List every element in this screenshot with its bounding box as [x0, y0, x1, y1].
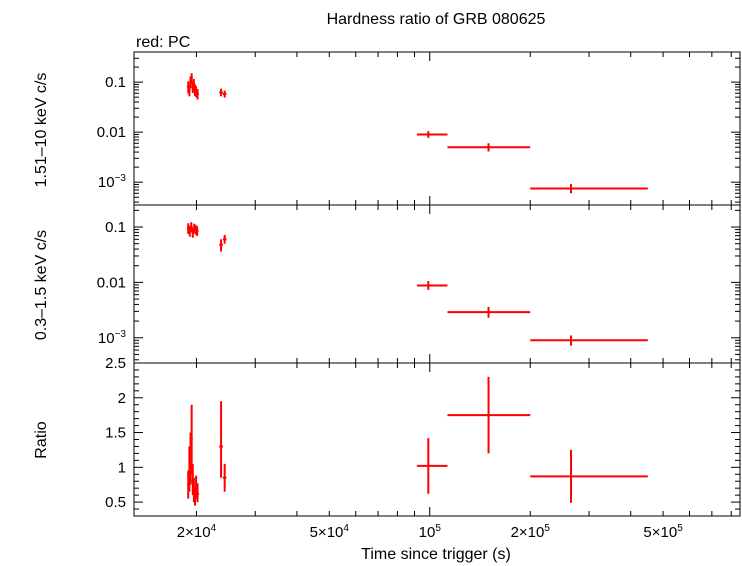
x-axis-label: Time since trigger (s) — [361, 546, 511, 563]
data-point — [222, 463, 227, 492]
x-tick-labels: 2×104 5×104 105 2×105 5×105 — [177, 523, 683, 541]
data-point — [219, 401, 223, 478]
data-point — [190, 404, 193, 475]
y-tick-label: 10−3 — [98, 173, 127, 191]
data-point — [219, 88, 223, 97]
data-point — [222, 90, 227, 98]
panel-frame — [133, 362, 741, 517]
y-tick-label: 0.01 — [97, 124, 126, 141]
panel-frame — [133, 204, 741, 364]
panel-hardness-ratio: 0.5 1 1.5 2 2.5 Ratio — [33, 355, 741, 517]
data-point — [447, 376, 531, 454]
data-point — [530, 335, 648, 346]
x-tick-label: 5×105 — [643, 523, 683, 541]
data-point — [189, 222, 193, 233]
y-tick-label: 1.5 — [105, 425, 126, 442]
data-point — [188, 84, 191, 97]
y-tick-label: 2 — [118, 390, 126, 407]
y-axis-label: 1.51–10 keV c/s — [33, 73, 50, 188]
data-point — [416, 280, 448, 290]
data-point — [530, 449, 648, 503]
mode-note: red: PC — [136, 34, 190, 51]
chart-title: Hardness ratio of GRB 080625 — [327, 11, 546, 28]
data-point — [222, 234, 227, 244]
data-point — [447, 306, 531, 318]
data-point — [530, 184, 648, 194]
x-tick-label: 5×104 — [310, 523, 350, 541]
x-tick-label: 2×104 — [177, 523, 217, 541]
y-axis-label: 0.3–1.5 keV c/s — [33, 230, 50, 340]
y-tick-label: 0.1 — [105, 219, 126, 236]
data-point — [447, 143, 531, 152]
data-point — [190, 73, 193, 85]
data-point — [416, 131, 448, 138]
y-tick-label: 2.5 — [105, 355, 126, 372]
y-tick-label: 0.5 — [105, 494, 126, 511]
y-tick-label: 10−3 — [98, 329, 127, 347]
data-point — [219, 239, 223, 252]
y-axis-label: Ratio — [33, 421, 50, 458]
y-tick-label: 0.1 — [105, 74, 126, 91]
data-point — [196, 483, 199, 503]
x-tick-label: 2×105 — [511, 523, 551, 541]
panel-frame — [133, 51, 741, 206]
y-tick-label: 0.01 — [97, 274, 126, 291]
panel-hard-band-rate: 0.1 0.01 10−3 1.51–10 keV c/s — [33, 51, 741, 206]
data-point — [196, 88, 199, 100]
data-point — [416, 438, 448, 494]
panel-soft-band-rate: 0.1 0.01 10−3 0.3–1.5 keV c/s — [33, 204, 741, 364]
y-tick-label: 1 — [118, 459, 126, 476]
x-tick-label: 105 — [419, 523, 442, 541]
data-point — [195, 226, 199, 236]
